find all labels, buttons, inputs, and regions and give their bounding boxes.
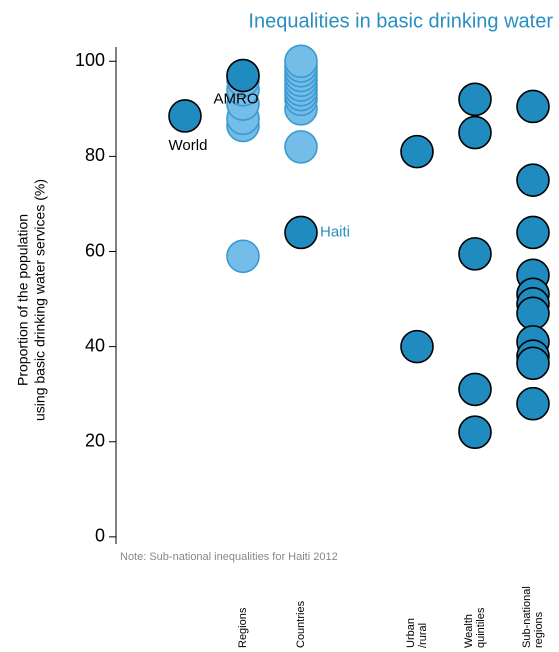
annotation: AMRO: [214, 91, 259, 108]
point: [284, 130, 318, 164]
point: [458, 237, 492, 271]
point: [516, 163, 550, 197]
x-tick-label: Sub-nationalregions: [521, 586, 545, 648]
point: [458, 372, 492, 407]
chart-title: Inequalities in basic drinking water: [248, 10, 553, 32]
annotation: Haiti: [320, 223, 350, 240]
point: [284, 215, 318, 250]
x-tick-label: Countries: [295, 600, 307, 648]
point: [168, 99, 202, 133]
x-tick-label: Urban/rural: [405, 618, 429, 648]
y-tick-label: 40: [85, 335, 105, 355]
annotation: World: [169, 137, 208, 154]
x-tick-label: Regions: [237, 607, 249, 648]
point: [226, 239, 260, 274]
y-axis-label: Proportion of the populationusing basic …: [14, 179, 47, 421]
point: [400, 134, 434, 169]
point: [226, 58, 260, 93]
point: [458, 82, 492, 117]
y-tick-label: 80: [85, 145, 105, 165]
point: [516, 296, 550, 331]
y-tick-label: 20: [85, 430, 105, 450]
point: [516, 386, 550, 421]
point: [516, 215, 550, 250]
point: [400, 329, 434, 364]
y-tick-label: 100: [75, 50, 105, 70]
point: [458, 115, 492, 150]
point: [516, 346, 550, 381]
x-tick-label: Wealthquintiles: [463, 607, 487, 648]
point: [284, 44, 318, 79]
point: [458, 415, 492, 450]
point: [516, 89, 550, 124]
note: Note: Sub-national inequalities for Hait…: [120, 551, 338, 563]
y-tick-label: 0: [95, 526, 105, 546]
y-tick-label: 60: [85, 240, 105, 260]
